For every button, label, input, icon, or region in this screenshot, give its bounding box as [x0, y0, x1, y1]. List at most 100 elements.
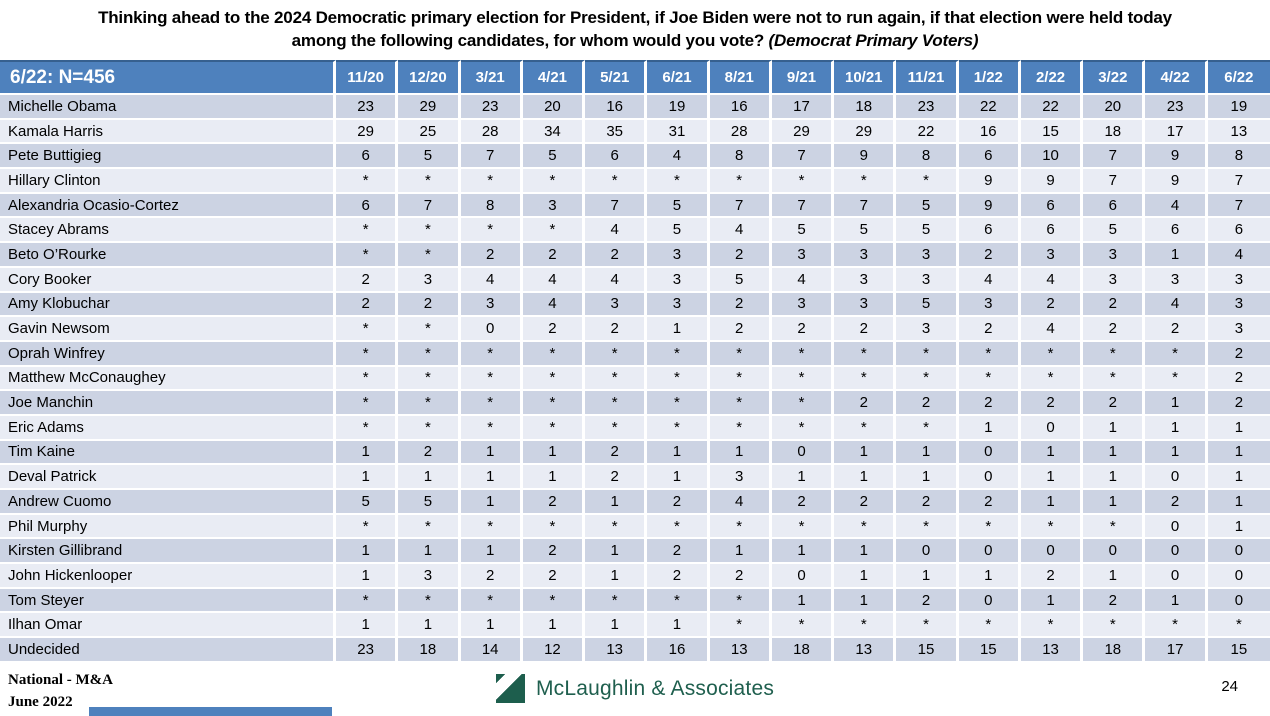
- cell-value: 8: [896, 144, 959, 170]
- cell-value: 0: [958, 440, 1021, 466]
- cell-value: *: [336, 218, 399, 244]
- cell-value: 5: [522, 144, 586, 170]
- cell-value: 2: [1083, 588, 1146, 614]
- table-row: John Hickenlooper 1 3 2 2 1 2 2 0 1 1 1 2 1 0 0: [0, 564, 1270, 589]
- cell-value: 17: [1145, 119, 1208, 145]
- candidate-name: Andrew Cuomo: [0, 490, 336, 515]
- candidate-name: Undecided: [0, 638, 336, 663]
- column-header: 5/21: [585, 60, 648, 95]
- column-header: 4/21: [522, 60, 586, 95]
- cell-value: 1: [522, 440, 586, 466]
- table-row: Hillary Clinton * * * * * * * * * * 9 9 7 9 7: [0, 169, 1270, 194]
- cell-value: 20: [1083, 95, 1146, 120]
- cell-value: 2: [834, 490, 897, 515]
- cell-value: *: [585, 415, 648, 441]
- cell-value: 1: [647, 465, 710, 490]
- cell-value: 15: [1020, 119, 1084, 145]
- cell-value: *: [709, 514, 772, 540]
- candidate-name: Phil Murphy: [0, 514, 336, 540]
- cell-value: 29: [398, 95, 461, 120]
- cell-value: 1: [834, 588, 897, 614]
- cell-value: 1: [522, 613, 586, 639]
- table-row: Tim Kaine 1 2 1 1 2 1 1 0 1 1 0 1 1 1 1: [0, 440, 1270, 466]
- cell-value: 1: [1083, 440, 1146, 466]
- cell-value: 1: [896, 564, 959, 589]
- cell-value: 22: [958, 95, 1021, 120]
- cell-value: 1: [1020, 440, 1084, 466]
- cell-value: *: [398, 514, 461, 540]
- cell-value: *: [709, 391, 772, 416]
- table-row: Stacey Abrams * * * * 4 5 4 5 5 5 6 6 5 6 6: [0, 218, 1270, 244]
- cell-value: 4: [958, 267, 1021, 293]
- table-row: Matthew McConaughey * * * * * * * * * * * * * * 2: [0, 366, 1270, 392]
- poll-results-table: 6/22: N=456 11/20 12/20 3/21 4/21 5/21 6/21 8/2…: [0, 60, 1270, 663]
- cell-value: 7: [1083, 144, 1146, 170]
- candidate-name: Cory Booker: [0, 267, 336, 293]
- cell-value: *: [709, 169, 772, 194]
- cell-value: 1: [1083, 490, 1146, 515]
- cell-value: 1: [771, 588, 835, 614]
- table-row: Undecided 23 18 14 12 13 16 13 18 13 15 15 13 18 17 15: [0, 638, 1270, 663]
- cell-value: *: [834, 366, 897, 392]
- candidate-name: Gavin Newsom: [0, 317, 336, 342]
- table-row: Amy Klobuchar 2 2 3 4 3 3 2 3 3 5 3 2 2 4 3: [0, 292, 1270, 318]
- cell-value: 23: [1145, 95, 1208, 120]
- company-logo: McLaughlin & Associates: [0, 674, 1270, 703]
- cell-value: 23: [460, 95, 523, 120]
- cell-value: 1: [896, 440, 959, 466]
- cell-value: 2: [647, 539, 710, 565]
- cell-value: 1: [522, 465, 586, 490]
- cell-value: 3: [896, 243, 959, 268]
- cell-value: 7: [771, 193, 835, 219]
- cell-value: 2: [709, 292, 772, 318]
- column-header: 11/20: [336, 60, 399, 95]
- cell-value: *: [709, 588, 772, 614]
- cell-value: *: [1020, 366, 1084, 392]
- cell-value: 5: [896, 292, 959, 318]
- cell-value: 1: [585, 613, 648, 639]
- cell-value: *: [585, 588, 648, 614]
- cell-value: 1: [958, 415, 1021, 441]
- cell-value: 16: [585, 95, 648, 120]
- cell-value: 13: [1020, 638, 1084, 663]
- cell-value: 0: [1207, 588, 1270, 614]
- cell-value: 3: [834, 292, 897, 318]
- cell-value: *: [834, 341, 897, 367]
- cell-value: 4: [1145, 193, 1208, 219]
- cell-value: 23: [336, 638, 399, 663]
- cell-value: *: [834, 514, 897, 540]
- cell-value: 5: [647, 193, 710, 219]
- cell-value: 3: [1145, 267, 1208, 293]
- column-header: 8/21: [709, 60, 772, 95]
- cell-value: *: [771, 341, 835, 367]
- cell-value: 5: [709, 267, 772, 293]
- cell-value: 9: [1020, 169, 1084, 194]
- column-header: 1/22: [958, 60, 1021, 95]
- cell-value: 0: [771, 564, 835, 589]
- cell-value: 5: [398, 144, 461, 170]
- cell-value: 1: [460, 490, 523, 515]
- cell-value: 31: [647, 119, 710, 145]
- cell-value: 2: [1020, 391, 1084, 416]
- cell-value: 3: [896, 317, 959, 342]
- cell-value: *: [522, 514, 586, 540]
- cell-value: *: [522, 391, 586, 416]
- cell-value: 16: [647, 638, 710, 663]
- cell-value: 8: [460, 193, 523, 219]
- cell-value: 5: [336, 490, 399, 515]
- column-header: 9/21: [771, 60, 835, 95]
- cell-value: *: [1145, 613, 1208, 639]
- cell-value: 3: [834, 243, 897, 268]
- cell-value: *: [522, 366, 586, 392]
- candidate-name: Tom Steyer: [0, 588, 336, 614]
- cell-value: 2: [834, 317, 897, 342]
- cell-value: 7: [1207, 169, 1270, 194]
- cell-value: 3: [1207, 317, 1270, 342]
- cell-value: *: [398, 366, 461, 392]
- column-header: 2/22: [1020, 60, 1084, 95]
- cell-value: *: [398, 169, 461, 194]
- cell-value: 4: [522, 267, 586, 293]
- cell-value: 4: [460, 267, 523, 293]
- cell-value: 5: [647, 218, 710, 244]
- cell-value: *: [585, 341, 648, 367]
